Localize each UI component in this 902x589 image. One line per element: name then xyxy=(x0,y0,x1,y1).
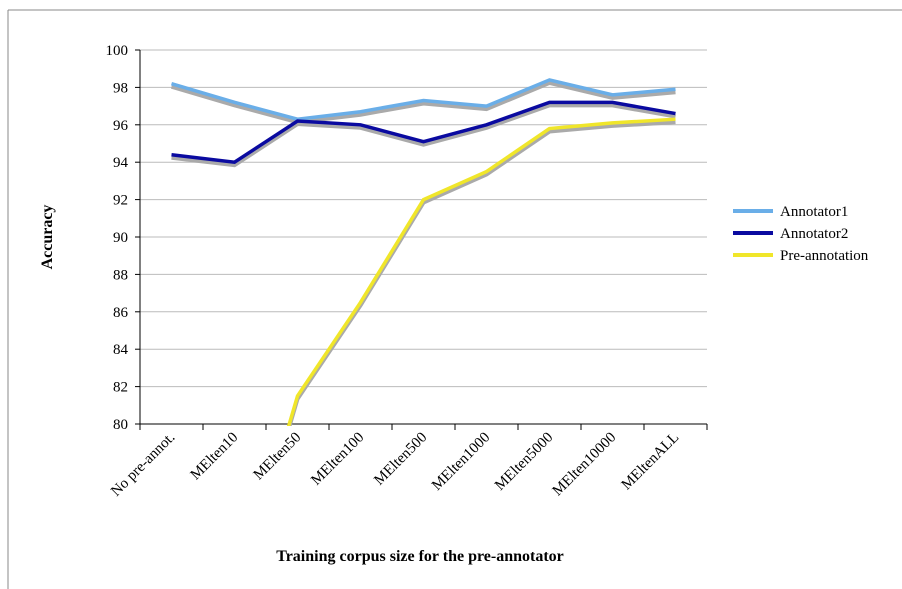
x-tick-label: MElten5000 xyxy=(492,430,556,494)
y-tick-label: 80 xyxy=(113,417,128,433)
y-axis-label: Accuracy xyxy=(39,205,56,270)
x-tick-label: MElten10 xyxy=(188,430,242,484)
y-tick-label: 90 xyxy=(113,230,128,246)
y-tick-label: 100 xyxy=(106,43,129,59)
y-tick-label: 98 xyxy=(113,80,128,96)
legend-label: Annotator2 xyxy=(780,226,848,242)
y-tick-label: 82 xyxy=(113,380,128,396)
x-tick-label: MElten10000 xyxy=(550,430,620,500)
series-line xyxy=(171,100,676,165)
x-tick-label: MElten500 xyxy=(371,430,430,489)
y-tick-label: 92 xyxy=(113,193,128,209)
legend-label: Annotator1 xyxy=(780,204,848,220)
x-tick-label: MEltenALL xyxy=(619,430,683,494)
line-shadow xyxy=(287,120,676,426)
y-tick-label: 86 xyxy=(113,305,129,321)
x-tick-label: MElten50 xyxy=(251,430,305,484)
y-tick-label: 84 xyxy=(113,342,129,358)
legend-label: Pre-annotation xyxy=(780,248,869,264)
x-tick-label: No pre-annot. xyxy=(108,430,178,500)
y-tick-label: 96 xyxy=(113,118,129,134)
series-line xyxy=(286,117,676,426)
x-tick-label: MElten1000 xyxy=(429,430,493,494)
x-axis-label: Training corpus size for the pre-annotat… xyxy=(276,548,564,565)
y-tick-label: 94 xyxy=(113,155,129,171)
line-shadow xyxy=(171,103,676,168)
plot-lines xyxy=(170,78,676,426)
y-tick-label: 88 xyxy=(113,267,128,283)
x-tick-label: MElten100 xyxy=(308,430,367,489)
line-shadow xyxy=(170,80,676,125)
series-line xyxy=(171,78,676,121)
